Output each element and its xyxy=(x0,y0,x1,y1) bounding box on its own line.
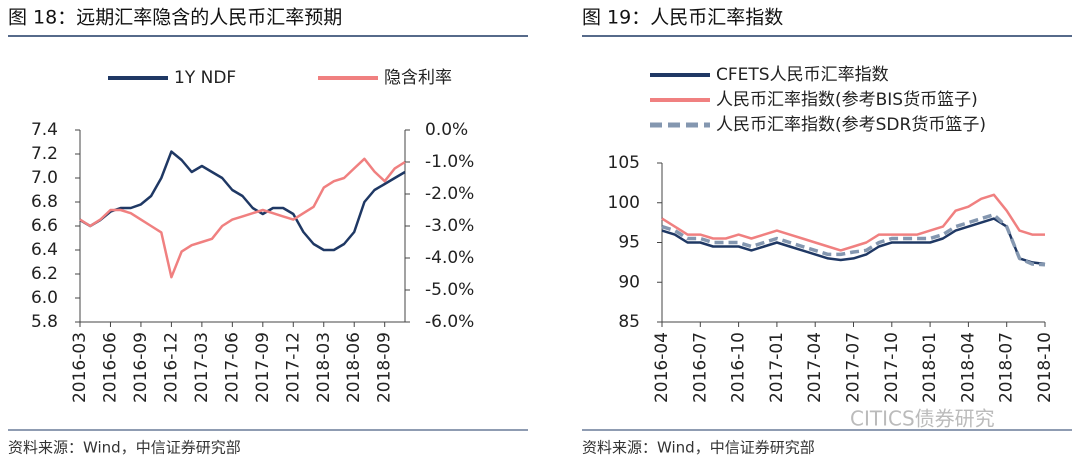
x-tick-label: 2017-07 xyxy=(844,332,864,403)
y2-tick-label: -3.0% xyxy=(425,216,474,236)
x-tick-label: 2018-03 xyxy=(314,332,334,403)
y2-tick-label: 0.0% xyxy=(425,120,468,140)
x-tick-label: 2018-09 xyxy=(375,332,395,403)
x-tick-label: 2016-07 xyxy=(690,332,710,403)
legend-label: CFETS人民币汇率指数 xyxy=(716,65,889,85)
x-tick-label: 2016-06 xyxy=(100,332,120,403)
x-tick-label: 2017-12 xyxy=(283,332,303,403)
y-tick-label: 6.2 xyxy=(31,264,58,284)
x-tick-label: 2018-07 xyxy=(997,332,1017,403)
source: 资料来源：Wind，中信证券研究部 xyxy=(8,439,241,457)
line-series xyxy=(79,157,406,279)
y2-tick-label: -1.0% xyxy=(425,152,474,172)
x-tick-label: 2018-04 xyxy=(958,332,978,403)
x-tick-label: 2017-03 xyxy=(192,332,212,403)
source: 资料来源：Wind，中信证券研究部 xyxy=(582,439,815,457)
legend-label: 人民币汇率指数(参考BIS货币篮子) xyxy=(716,90,978,110)
x-tick-label: 2016-12 xyxy=(161,332,181,403)
y-tick-label: 5.8 xyxy=(31,312,58,332)
y-tick-label: 6.8 xyxy=(31,192,58,212)
x-tick-label: 2017-06 xyxy=(222,332,242,403)
y-tick-label: 6.4 xyxy=(31,240,58,260)
line-series xyxy=(661,193,1045,252)
legend-label: 1Y NDF xyxy=(174,68,236,88)
y-tick-label: 90 xyxy=(618,272,640,292)
x-tick-label: 2016-04 xyxy=(652,332,672,403)
x-tick-label: 2017-09 xyxy=(253,332,273,403)
y-tick-label: 85 xyxy=(618,312,640,332)
y-tick-label: 100 xyxy=(608,193,640,213)
y-tick-label: 95 xyxy=(618,233,640,253)
x-tick-label: 2018-06 xyxy=(344,332,364,403)
legend-label: 人民币汇率指数(参考SDR货币篮子) xyxy=(716,115,986,135)
y2-tick-label: -4.0% xyxy=(425,248,474,268)
line-series xyxy=(79,150,406,252)
line-series xyxy=(661,212,1046,267)
y2-tick-label: -6.0% xyxy=(425,312,474,332)
x-tick-label: 2017-10 xyxy=(882,332,902,403)
y-tick-label: 7.2 xyxy=(31,144,58,164)
watermark: CITICS债券研究 xyxy=(850,407,995,431)
y-tick-label: 6.6 xyxy=(31,216,58,236)
y-tick-label: 105 xyxy=(608,153,640,173)
x-tick-label: 2016-10 xyxy=(729,332,749,403)
legend-label: 隐含利率 xyxy=(384,68,452,88)
x-tick-label: 2018-01 xyxy=(920,332,940,403)
x-tick-label: 2016-03 xyxy=(70,332,90,403)
line-series xyxy=(661,217,1046,266)
y-tick-label: 7.0 xyxy=(31,168,58,188)
y-tick-label: 6.0 xyxy=(31,288,58,308)
x-tick-label: 2016-09 xyxy=(131,332,151,403)
y2-tick-label: -2.0% xyxy=(425,184,474,204)
x-tick-label: 2018-10 xyxy=(1035,332,1055,403)
x-tick-label: 2017-04 xyxy=(805,332,825,403)
x-tick-label: 2017-01 xyxy=(767,332,787,403)
chart-title: 图 18：远期汇率隐含的人民币汇率预期 xyxy=(8,7,342,29)
chart-title: 图 19：人民币汇率指数 xyxy=(582,7,783,29)
y2-tick-label: -5.0% xyxy=(425,280,474,300)
y-tick-label: 7.4 xyxy=(31,120,58,140)
